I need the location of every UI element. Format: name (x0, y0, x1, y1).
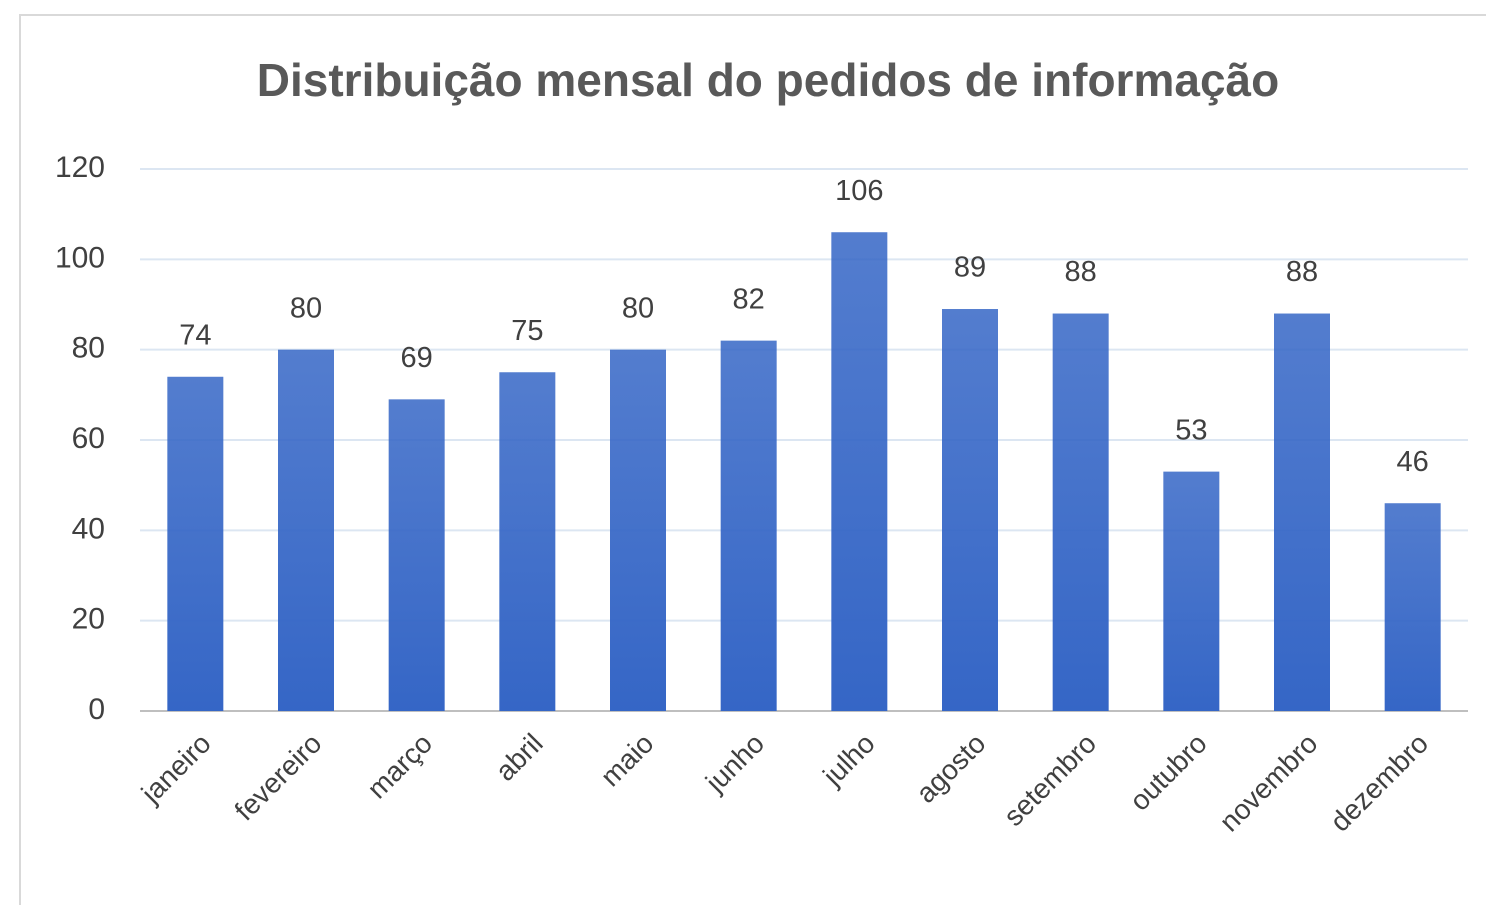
data-label: 46 (1397, 446, 1429, 478)
bar (1163, 471, 1220, 711)
bar (388, 399, 445, 711)
bar (278, 349, 334, 711)
data-label: 106 (835, 175, 883, 207)
data-label: 69 (401, 342, 433, 374)
data-label: 75 (511, 315, 543, 347)
data-label: 89 (954, 252, 986, 284)
bar (610, 349, 666, 711)
bar (942, 309, 998, 711)
chart-title: Distribuição mensal do pedidos de inform… (257, 54, 1279, 106)
data-label: 53 (1175, 414, 1207, 446)
y-tick-label: 0 (88, 693, 105, 726)
y-tick-label: 100 (55, 241, 105, 274)
bar (499, 372, 556, 711)
bar (1274, 313, 1330, 711)
bar (720, 340, 777, 711)
y-tick-label: 120 (55, 151, 105, 184)
bar (1384, 503, 1441, 711)
bar (1052, 313, 1109, 711)
data-label: 88 (1065, 256, 1097, 288)
y-tick-label: 20 (72, 603, 105, 636)
y-tick-label: 80 (72, 332, 105, 365)
data-label: 74 (179, 319, 211, 351)
data-label: 80 (290, 292, 322, 324)
y-tick-label: 60 (72, 422, 105, 455)
y-tick-label: 40 (72, 512, 105, 545)
data-label: 82 (733, 283, 765, 315)
bar (831, 232, 888, 711)
bar (167, 376, 224, 711)
data-label: 88 (1286, 256, 1318, 288)
data-label: 80 (622, 292, 654, 324)
